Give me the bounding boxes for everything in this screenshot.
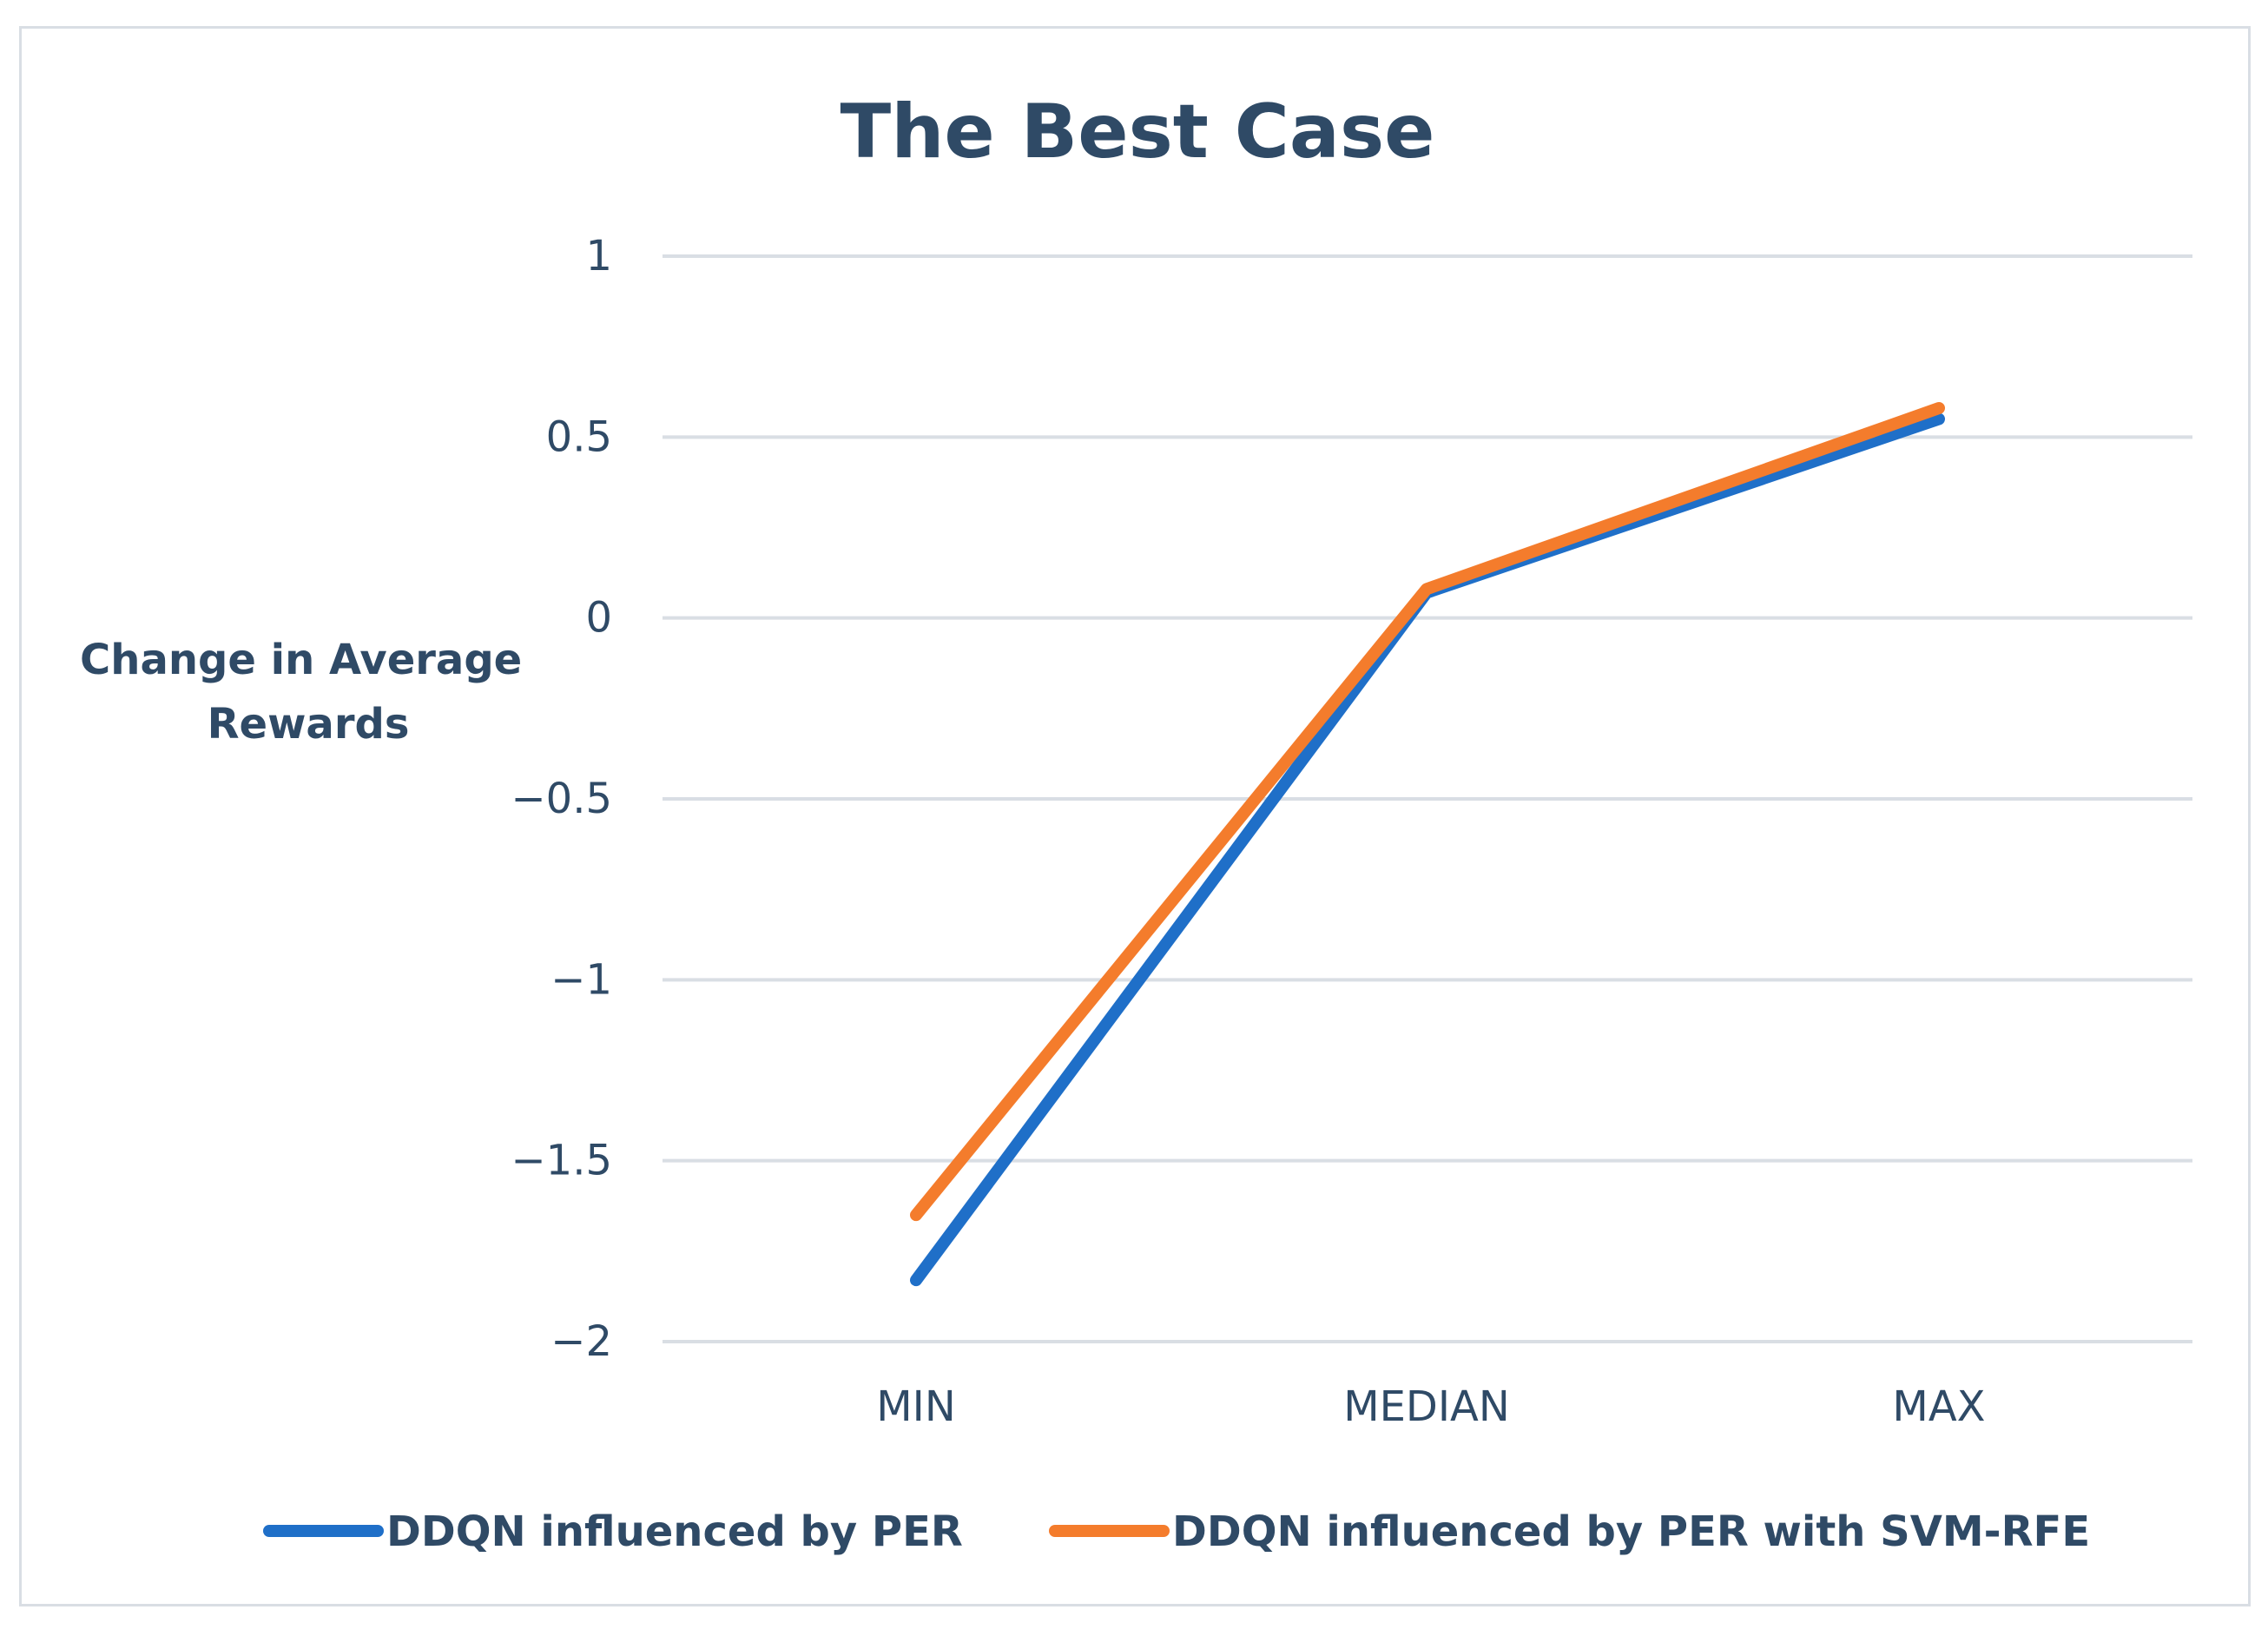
y-tick-label: −1.5 xyxy=(511,1137,612,1185)
line-chart: The Best Case Change in Average Rewards … xyxy=(80,89,2192,1556)
legend-label: DDQN influenced by PER with SVM-RFE xyxy=(1172,1507,2090,1556)
y-tick-label: 0 xyxy=(585,594,612,643)
series-line-1 xyxy=(910,412,1945,1287)
series-lines xyxy=(910,402,1945,1287)
gridlines xyxy=(663,254,2192,1343)
x-tick-label: MAX xyxy=(1892,1382,1985,1431)
y-tick-label: −2 xyxy=(551,1317,612,1366)
chart-frame: The Best Case Change in Average Rewards … xyxy=(19,26,2251,1606)
y-tick-label: 0.5 xyxy=(546,412,612,461)
legend: DDQN influenced by PER DDQN influenced by… xyxy=(263,1507,2090,1556)
y-axis-label-line-1: Change in Average xyxy=(80,636,522,684)
legend-item: DDQN influenced by PER xyxy=(263,1507,963,1556)
legend-label: DDQN influenced by PER xyxy=(386,1507,963,1556)
series-line-2 xyxy=(910,402,1945,1222)
y-tick-label: 1 xyxy=(585,232,612,280)
y-tick-label: −0.5 xyxy=(511,775,612,823)
y-axis-label-line-2: Rewards xyxy=(208,700,410,749)
x-tick-label: MIN xyxy=(876,1382,955,1431)
y-axis-ticks: 1 0.5 0 −0.5 −1 −1.5 −2 xyxy=(511,232,612,1366)
x-tick-label: MEDIAN xyxy=(1343,1382,1510,1431)
y-tick-label: −1 xyxy=(551,955,612,1004)
x-axis-ticks: MIN MEDIAN MAX xyxy=(876,1382,1985,1431)
y-axis-label: Change in Average Rewards xyxy=(80,636,537,749)
chart-title: The Best Case xyxy=(841,89,1435,175)
legend-item: DDQN influenced by PER with SVM-RFE xyxy=(1049,1507,2090,1556)
